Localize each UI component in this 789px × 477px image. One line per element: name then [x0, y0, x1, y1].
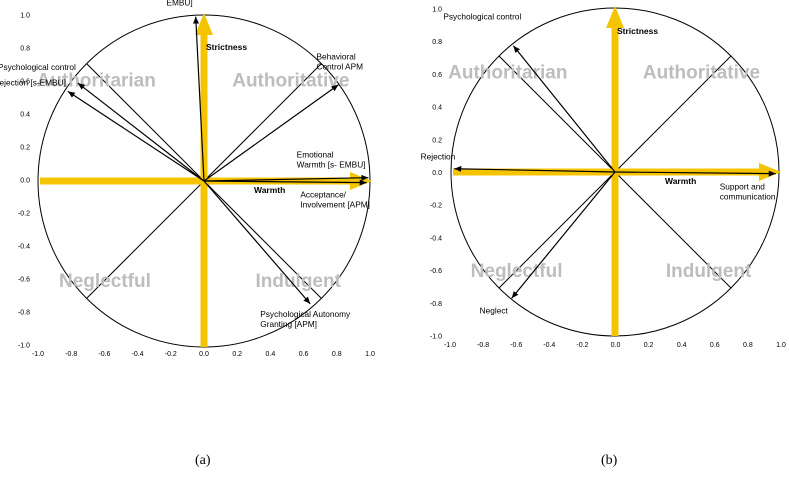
warmth-arrowhead	[350, 172, 372, 190]
y-tick-label: 0.0	[432, 170, 442, 177]
x-tick-label: 1.0	[776, 342, 786, 349]
vector-label: Rejection [s-EMBU]	[0, 77, 66, 87]
y-tick-label: 0.0	[20, 178, 30, 185]
x-tick-label: 0.6	[710, 342, 720, 349]
vector-arrow	[454, 165, 616, 173]
x-axis: -1.0 -0.8 -0.6 -0.4 -0.2 0.0 0.2 0.4 0.6 0.8 1.0	[444, 342, 786, 349]
x-tick-label: -0.2	[576, 342, 588, 349]
x-tick-label: -0.8	[65, 351, 77, 358]
warmth-label: Warmth	[254, 185, 285, 195]
y-tick-label: -0.8	[18, 310, 30, 317]
x-tick-label: 0.0	[611, 342, 621, 349]
y-tick-label: -0.8	[430, 301, 442, 308]
y-tick-label: 0.2	[20, 145, 30, 152]
vector-label: EMBU]	[166, 0, 192, 8]
y-tick-label: 0.6	[432, 72, 442, 79]
x-tick-label: 0.4	[266, 351, 276, 358]
strictness-arrowhead	[606, 6, 624, 28]
panel-caption: (a)	[195, 453, 211, 468]
vector-arrow	[203, 180, 311, 305]
x-tick-label: -0.6	[98, 351, 110, 358]
warmth-label: Warmth	[665, 176, 696, 186]
panel-a: -1.0 -0.8 -0.6 -0.4 -0.2 0.0 0.2 0.4 0.6 0.8 1.01.…	[0, 0, 375, 468]
style-label-indulgent: Indulgent	[666, 261, 752, 282]
x-tick-label: -0.2	[165, 351, 177, 358]
vector-arrow	[511, 171, 616, 299]
x-tick-label: 1.0	[365, 351, 375, 358]
style-label-indulgent: Indulgent	[255, 271, 341, 292]
vector-arrow	[193, 16, 205, 182]
vector-label: communication	[720, 192, 776, 202]
vectors: Protection [s-EMBU]Psychological control…	[0, 0, 370, 329]
vector-label: Emotional	[297, 150, 334, 160]
y-tick-label: -0.2	[18, 211, 30, 218]
y-tick-label: -0.6	[18, 277, 30, 284]
x-tick-label: 0.8	[332, 351, 342, 358]
vector-label: Rejection	[421, 152, 456, 162]
y-tick-label: 1.0	[432, 7, 442, 14]
y-tick-label: 0.8	[20, 46, 30, 53]
x-tick-label: -0.4	[132, 351, 144, 358]
vector-arrow	[203, 84, 339, 182]
y-axis: 1.0 0.8 0.6 0.4 0.2 0.0 -0.2 -0.4 -0.6 -0.8 -1.0	[430, 7, 442, 341]
warmth-arrowhead	[759, 163, 781, 181]
y-tick-label: -0.4	[430, 235, 442, 242]
vectors: Psychological control Rejection Support an…	[421, 12, 776, 316]
vector-arrow	[512, 45, 616, 173]
vector-label: Granting [APM]	[260, 319, 317, 329]
panel-caption: (b)	[601, 453, 618, 468]
x-tick-label: 0.2	[232, 351, 242, 358]
y-tick-label: -1.0	[430, 334, 442, 341]
vector-arrow	[203, 179, 367, 186]
y-axis: 1.0 0.8 0.6 0.4 0.2 0.0 -0.2 -0.4 -0.6 -0.8 -1.0	[18, 13, 30, 350]
panel-b: -1.0 -0.8 -0.6 -0.4 -0.2 0.0 0.2 0.4 0.6 0.8 1.01.…	[421, 6, 786, 468]
y-tick-label: 0.6	[20, 79, 30, 86]
x-tick-label: 0.4	[677, 342, 687, 349]
y-tick-label: -1.0	[18, 343, 30, 350]
vector-arrow	[614, 170, 776, 177]
style-label-authoritarian: Authoritarian	[448, 63, 567, 84]
y-tick-label: 1.0	[20, 13, 30, 20]
vector-label: Psychological control	[0, 62, 76, 72]
x-tick-label: 0.2	[644, 342, 654, 349]
x-tick-label: -1.0	[32, 351, 44, 358]
vector-label: Warmth [s- EMBU]	[297, 160, 366, 170]
y-tick-label: 0.2	[432, 137, 442, 144]
y-tick-label: 0.4	[432, 105, 442, 112]
vector-arrow	[203, 174, 369, 182]
style-label-authoritative: Authoritative	[643, 63, 760, 84]
vector-arrow	[77, 82, 205, 182]
x-tick-label: 0.6	[299, 351, 309, 358]
x-tick-label: -1.0	[444, 342, 456, 349]
vector-arrow	[67, 90, 205, 182]
x-tick-label: -0.4	[543, 342, 555, 349]
vector-label: Involvement [APM]	[300, 200, 370, 210]
vector-label: Control APM	[316, 62, 363, 72]
strictness-label: Strictness	[206, 42, 247, 52]
style-label-neglectful: Neglectful	[471, 261, 563, 282]
x-tick-label: 0.0	[199, 351, 209, 358]
style-label-authoritarian: Authoritarian	[37, 70, 156, 91]
vector-label: Acceptance/	[300, 190, 346, 200]
style-label-neglectful: Neglectful	[59, 271, 151, 292]
y-tick-label: -0.4	[18, 244, 30, 251]
x-tick-label: -0.6	[510, 342, 522, 349]
vector-label: Psychological Autonomy	[260, 309, 351, 319]
vector-label: Neglect	[480, 305, 509, 315]
y-tick-label: -0.2	[430, 203, 442, 210]
strictness-label: Strictness	[617, 26, 658, 36]
x-tick-label: -0.8	[477, 342, 489, 349]
y-tick-label: -0.6	[430, 268, 442, 275]
vector-label: Behavioral	[316, 52, 355, 62]
vector-label: Psychological control	[443, 12, 521, 22]
x-tick-label: 0.8	[743, 342, 753, 349]
strictness-arrowhead	[195, 13, 213, 35]
vector-label: Support and	[720, 182, 766, 192]
style-label-authoritative: Authoritative	[232, 70, 349, 91]
y-tick-label: 0.8	[432, 39, 442, 46]
x-axis: -1.0 -0.8 -0.6 -0.4 -0.2 0.0 0.2 0.4 0.6 0.8 1.0	[32, 351, 375, 358]
y-tick-label: 0.4	[20, 112, 30, 119]
